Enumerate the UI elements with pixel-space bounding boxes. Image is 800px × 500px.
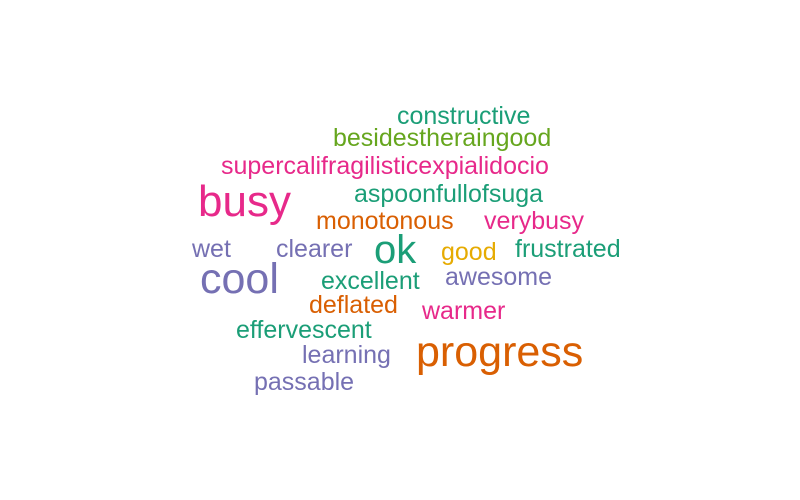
word-monotonous: monotonous — [316, 207, 454, 235]
word-busy: busy — [198, 177, 291, 226]
word-constructive: constructive — [397, 102, 531, 130]
word-besidestheraingood: besidestheraingood — [333, 124, 552, 152]
word-awesome: awesome — [445, 263, 552, 291]
word-good: good — [441, 238, 497, 266]
word-progress: progress — [416, 328, 584, 376]
word-frustrated: frustrated — [515, 235, 621, 263]
word-wet: wet — [192, 235, 231, 263]
word-cool: cool — [200, 255, 279, 303]
word-aspoonfullofsuga: aspoonfullofsuga — [354, 180, 544, 208]
word-supercalifragilisticexpialidocio: supercalifragilisticexpialidocio — [221, 152, 549, 180]
word-passable: passable — [254, 368, 355, 396]
word-verybusy: verybusy — [484, 207, 585, 235]
word-warmer: warmer — [422, 297, 506, 325]
word-excellent: excellent — [321, 267, 420, 295]
word-deflated: deflated — [309, 291, 398, 319]
word-learning: learning — [302, 341, 391, 369]
word-clearer: clearer — [276, 235, 353, 263]
word-effervescent: effervescent — [236, 316, 372, 344]
word-ok: ok — [374, 228, 417, 272]
